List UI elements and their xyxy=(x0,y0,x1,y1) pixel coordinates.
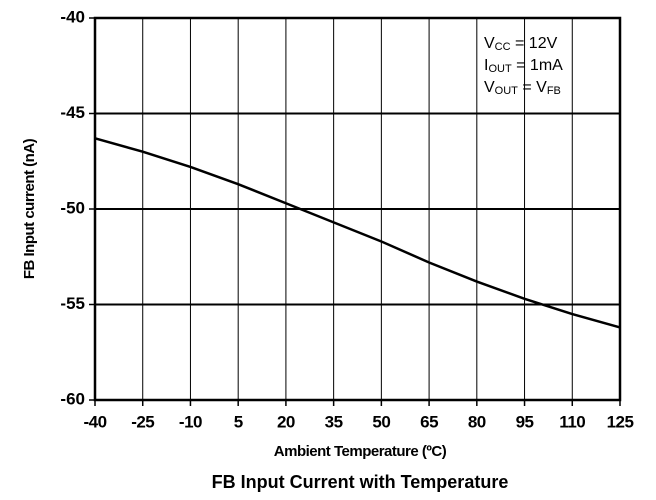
annotation: VCC = 12V xyxy=(484,35,558,53)
y-tick-label: -45 xyxy=(60,103,85,122)
y-tick-label: -40 xyxy=(60,7,85,26)
y-tick-label: -50 xyxy=(60,198,85,217)
annotation-part: I xyxy=(484,57,488,74)
annotation: VOUT = VFB xyxy=(484,79,561,97)
chart-title: FB Input Current with Temperature xyxy=(212,472,509,492)
x-tick-label: 50 xyxy=(372,412,390,431)
annotation-part: V xyxy=(484,79,495,96)
y-tick-label: -60 xyxy=(60,389,85,408)
x-tick-label: 95 xyxy=(516,412,534,431)
x-tick-label: 65 xyxy=(420,412,438,431)
x-tick-label: 125 xyxy=(607,412,634,431)
annotation-part: CC xyxy=(495,41,511,53)
y-axis-label: FB Input current (nA) xyxy=(21,138,38,279)
annotation-part: = 12V xyxy=(511,35,558,52)
annotation-part: OUT xyxy=(488,63,512,75)
annotation-part: OUT xyxy=(495,85,519,97)
x-tick-label: -10 xyxy=(179,412,202,431)
annotation-part: = 1mA xyxy=(512,57,563,74)
x-tick-label: 35 xyxy=(325,412,343,431)
x-tick-label: 5 xyxy=(234,412,243,431)
y-tick-label: -55 xyxy=(60,294,85,313)
x-tick-label: 20 xyxy=(277,412,295,431)
annotation-part: V xyxy=(484,35,495,52)
annotation: IOUT = 1mA xyxy=(484,57,563,75)
x-tick-label: 80 xyxy=(468,412,486,431)
annotation-part: = V xyxy=(518,79,547,96)
annotation-part: FB xyxy=(547,85,561,97)
data-line xyxy=(94,137,621,329)
x-tick-label: -25 xyxy=(131,412,154,431)
x-axis-label: Ambient Temperature (ºC) xyxy=(274,443,447,460)
x-tick-label: 110 xyxy=(559,412,585,431)
plot-border xyxy=(93,16,622,402)
x-tick-label: -40 xyxy=(83,412,106,431)
